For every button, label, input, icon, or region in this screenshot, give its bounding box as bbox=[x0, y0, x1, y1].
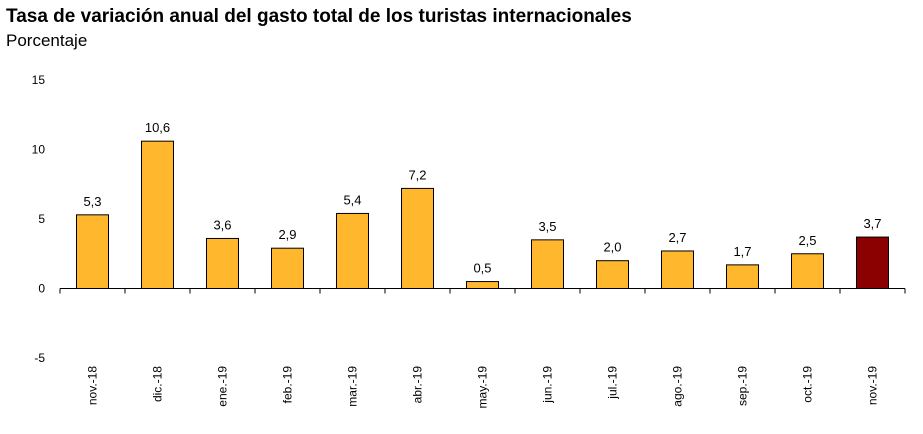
bar bbox=[336, 212, 369, 289]
bar bbox=[856, 236, 889, 290]
x-tick-label: mar.-19 bbox=[346, 366, 360, 407]
bar bbox=[401, 187, 434, 289]
y-tick-label: 5 bbox=[38, 212, 45, 226]
bar bbox=[206, 237, 239, 290]
data-label: 3,5 bbox=[538, 219, 556, 234]
x-tick-label: ene.-19 bbox=[216, 366, 230, 407]
data-label: 7,2 bbox=[408, 167, 426, 182]
bar bbox=[141, 140, 174, 289]
y-tick-label: 10 bbox=[32, 143, 46, 157]
data-label: 5,3 bbox=[83, 194, 101, 209]
bar bbox=[76, 214, 109, 289]
y-tick-label: 15 bbox=[32, 73, 46, 87]
data-label: 10,6 bbox=[145, 120, 170, 135]
data-label: 1,7 bbox=[733, 244, 751, 259]
x-tick-label: nov.-19 bbox=[866, 366, 880, 405]
x-tick-label: jun.-19 bbox=[541, 366, 555, 404]
data-label: 0,5 bbox=[473, 261, 491, 276]
bar bbox=[466, 281, 499, 289]
data-label: 2,7 bbox=[668, 230, 686, 245]
y-tick-label: -5 bbox=[34, 351, 45, 365]
x-tick-label: abr.-19 bbox=[411, 366, 425, 404]
data-label: 2,9 bbox=[278, 227, 296, 242]
x-tick-label: may.-19 bbox=[476, 366, 490, 409]
data-label: 3,7 bbox=[863, 216, 881, 231]
x-tick-label: jul.-19 bbox=[606, 366, 620, 400]
chart-title: Tasa de variación anual del gasto total … bbox=[6, 6, 632, 27]
x-tick-label: ago.-19 bbox=[671, 366, 685, 407]
x-tick-label: oct.-19 bbox=[801, 366, 815, 403]
x-tick-label: feb.-19 bbox=[281, 366, 295, 404]
bar bbox=[791, 253, 824, 289]
data-label: 3,6 bbox=[213, 217, 231, 232]
x-tick-label: sep.-19 bbox=[736, 366, 750, 406]
y-tick-label: 0 bbox=[38, 282, 45, 296]
bar bbox=[661, 250, 694, 289]
data-label: 2,0 bbox=[603, 240, 621, 255]
chart-subtitle: Porcentaje bbox=[6, 31, 88, 50]
x-tick-label: dic.-18 bbox=[151, 366, 165, 402]
bar bbox=[596, 260, 629, 290]
bar bbox=[531, 239, 564, 290]
data-label: 5,4 bbox=[343, 192, 361, 207]
x-tick-label: nov.-18 bbox=[86, 366, 100, 405]
bar bbox=[726, 264, 759, 289]
bar bbox=[271, 247, 304, 290]
data-label: 2,5 bbox=[798, 233, 816, 248]
